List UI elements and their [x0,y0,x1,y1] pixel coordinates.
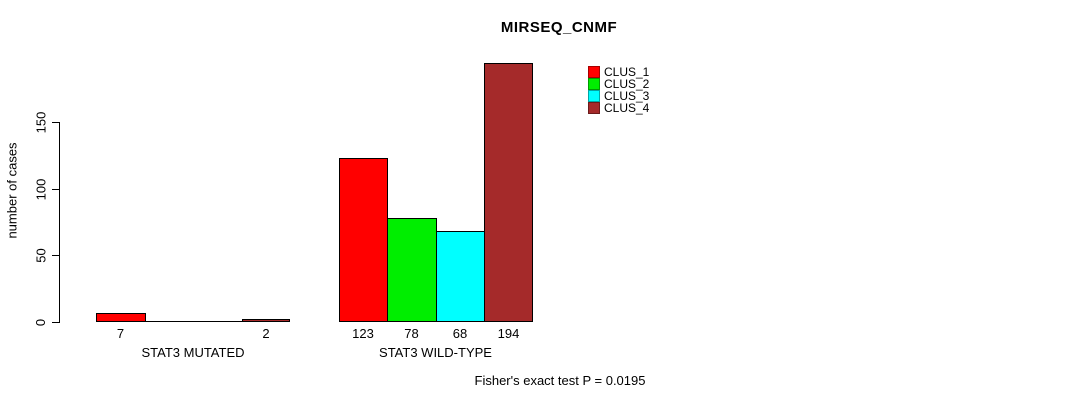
group-label-stat3-wild-type: STAT3 WILD-TYPE [379,345,492,360]
legend-swatch-clus_2 [588,78,600,90]
bar-clus_4-wild-type [484,63,533,322]
y-tick-mark [52,122,59,123]
y-tick-label: 50 [33,247,49,263]
bar-value-label: 78 [404,326,419,341]
bar-value-label: 68 [452,326,468,341]
chart-title: MIRSEQ_CNMF [500,19,618,36]
legend-swatch-clus_4 [588,102,600,114]
y-tick-label: 150 [33,111,49,133]
bar-clus_1-wild-type [339,158,388,322]
bar-clus_4-mutated [242,319,290,322]
legend-swatch-clus_1 [588,66,600,78]
legend-label-clus_1: CLUS_1 [604,65,650,79]
y-tick-mark [52,255,59,256]
legend-label-clus_4: CLUS_4 [604,101,650,115]
y-tick-mark [52,322,59,323]
bar-clus_2-zero [145,321,194,322]
bar-value-label: 194 [497,326,520,341]
bar-clus_2-wild-type [387,218,437,322]
bar-value-label: 7 [116,326,125,341]
y-tick-label: 0 [33,318,49,326]
stats-annotation: Fisher's exact test P = 0.0195 [474,373,646,388]
y-tick-label: 100 [33,178,49,200]
group-label-stat3-mutated: STAT3 MUTATED [141,345,245,360]
legend-label-clus_3: CLUS_3 [604,89,650,103]
bar-clus_3-zero [193,321,243,322]
y-axis-line [59,122,60,323]
bar-clus_3-wild-type [436,231,485,322]
legend-swatch-clus_3 [588,90,600,102]
bar-clus_1-mutated [96,313,146,322]
bar-value-label: 123 [352,326,374,341]
bar-value-label: 2 [262,326,270,341]
y-tick-mark [52,189,59,190]
legend-label-clus_2: CLUS_2 [604,77,650,91]
y-axis-label: number of cases [4,141,20,239]
